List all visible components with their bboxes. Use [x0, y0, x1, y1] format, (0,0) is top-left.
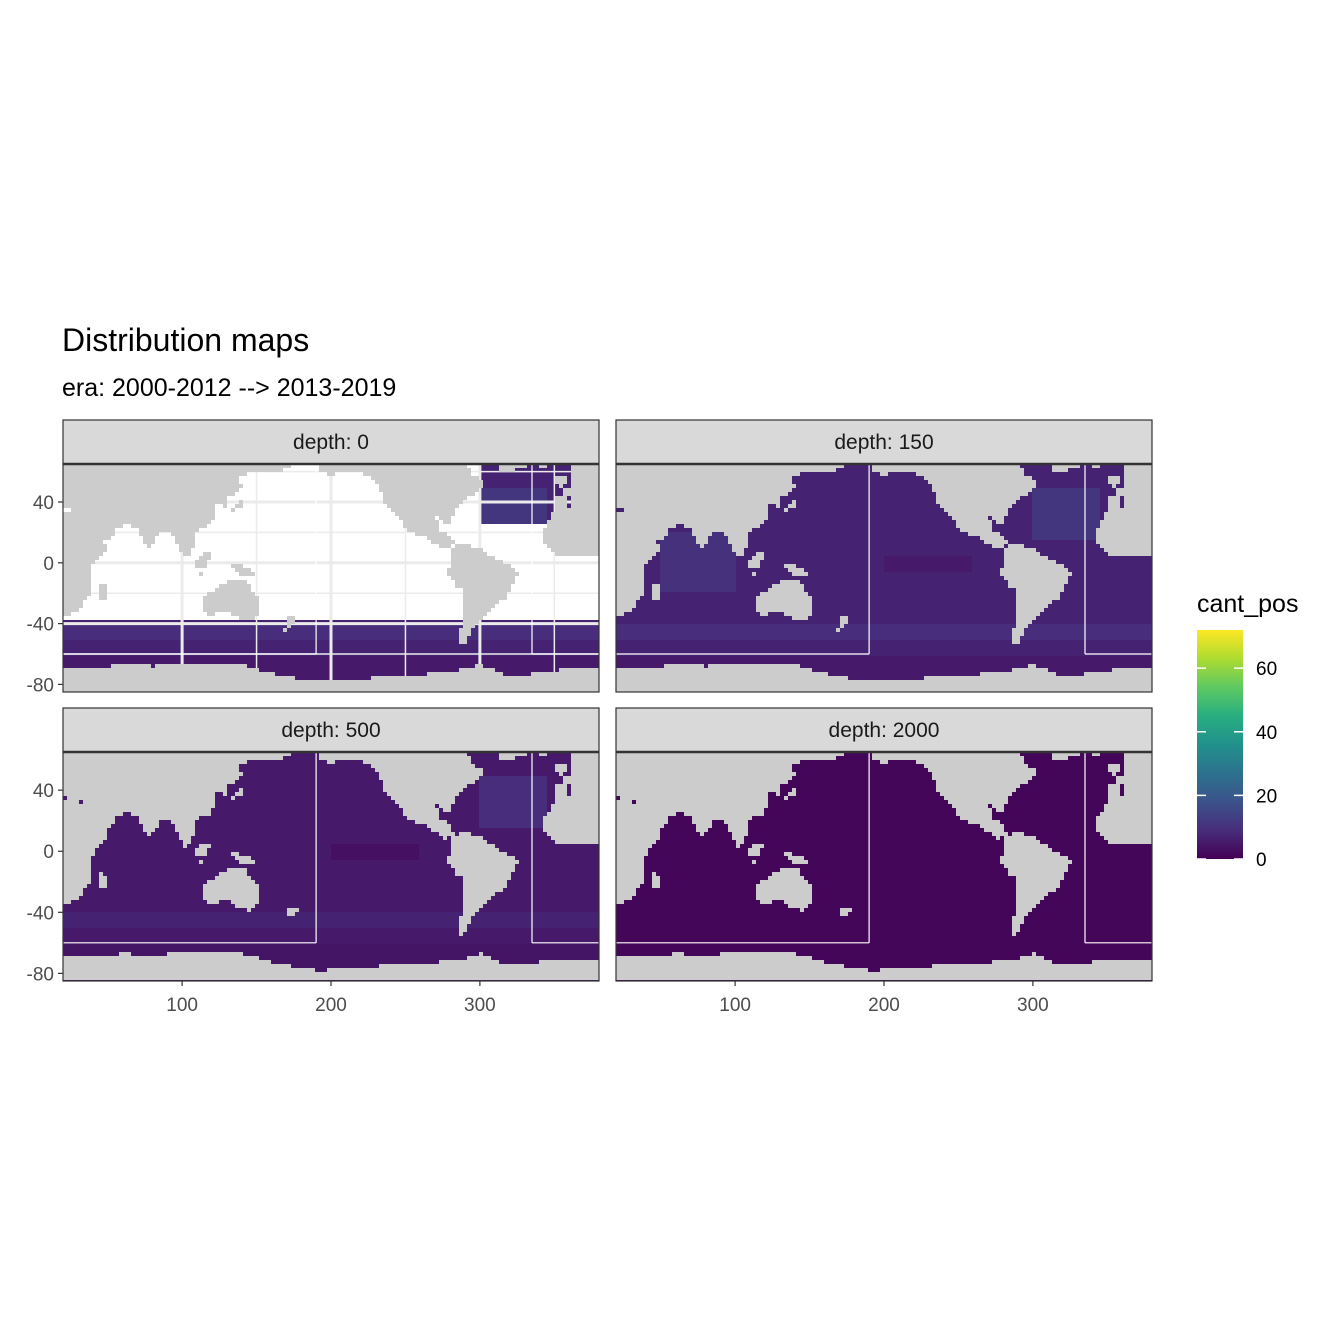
legend-title: cant_pos	[1197, 590, 1298, 618]
y-tick-label: -40	[27, 903, 54, 924]
y-tick-label: 0	[43, 842, 54, 863]
raster-cells	[616, 752, 1152, 981]
raster-cells	[616, 464, 1152, 692]
x-tick-label: 100	[166, 995, 198, 1016]
plot-title: Distribution maps	[62, 322, 309, 358]
facet-panel: depth: 0 40 0 -40 -80	[27, 420, 599, 696]
colorbar-tick-label: 20	[1256, 786, 1277, 807]
colorbar	[1197, 630, 1243, 859]
x-tick-label: 100	[719, 995, 751, 1016]
colorbar-legend: cant_pos 0 20 40 60	[1197, 590, 1298, 871]
y-tick-label: -80	[27, 675, 54, 696]
x-tick-label: 200	[315, 995, 347, 1016]
facet-panel: depth: 150	[616, 420, 1152, 692]
facet-panels: depth: 0 40 0 -40 -80 depth: 150 depth: 500 40 0…	[27, 420, 1152, 1016]
colorbar-tick-label: 40	[1256, 723, 1277, 744]
facet-strip-label: depth: 150	[834, 431, 933, 454]
y-tick-label: -40	[27, 615, 54, 636]
colorbar-tick-label: 60	[1256, 659, 1277, 680]
x-tick-label: 300	[464, 995, 496, 1016]
y-tick-label: -80	[27, 964, 54, 985]
x-tick-label: 300	[1017, 995, 1049, 1016]
facet-panel: depth: 500 40 0 -40 -80 100 200 300	[27, 708, 599, 1016]
facet-panel: depth: 2000 100 200 300	[616, 708, 1152, 1016]
plot-subtitle: era: 2000-2012 --> 2013-2019	[62, 374, 396, 402]
facet-strip-label: depth: 2000	[829, 719, 940, 742]
y-tick-label: 40	[33, 493, 54, 514]
colorbar-tick-label: 0	[1256, 850, 1267, 871]
x-tick-label: 200	[868, 995, 900, 1016]
facet-strip-label: depth: 500	[281, 719, 380, 742]
facet-strip-label: depth: 0	[293, 431, 369, 454]
y-tick-label: 0	[43, 554, 54, 575]
y-tick-label: 40	[33, 781, 54, 802]
raster-cells	[63, 752, 599, 981]
